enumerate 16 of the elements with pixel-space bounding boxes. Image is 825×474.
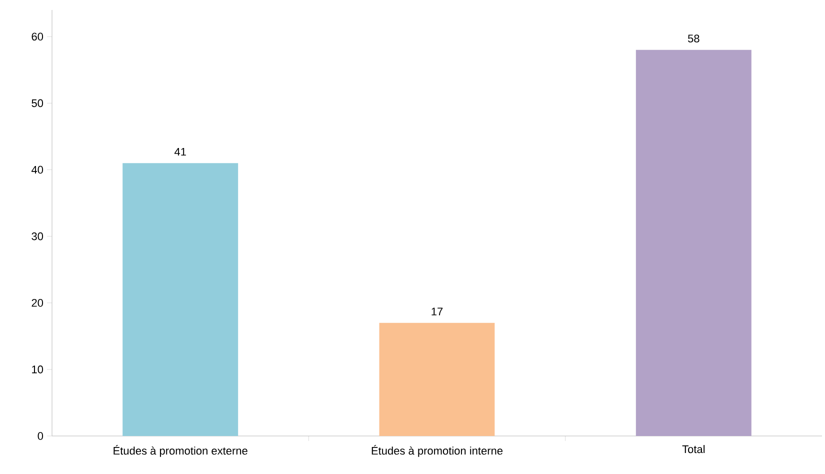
y-tick-label: 0 <box>38 432 44 440</box>
data-label: 17 <box>432 308 443 316</box>
x-tick-label: Études à promotion externe <box>114 445 248 457</box>
bar <box>122 163 238 436</box>
bar <box>636 50 752 436</box>
y-tick-label: 10 <box>32 366 44 374</box>
y-tick-label: 30 <box>32 232 44 240</box>
x-tick-label: Études à promotion interne <box>372 445 503 457</box>
bar <box>379 322 495 436</box>
y-tick-label: 40 <box>31 166 44 174</box>
data-label: 41 <box>174 148 186 156</box>
y-tick-label: 50 <box>32 99 44 108</box>
data-label: 58 <box>688 34 700 42</box>
x-tick-label: Total <box>682 445 705 454</box>
y-tick-label: 60 <box>32 32 44 41</box>
y-tick-label: 20 <box>32 298 44 307</box>
